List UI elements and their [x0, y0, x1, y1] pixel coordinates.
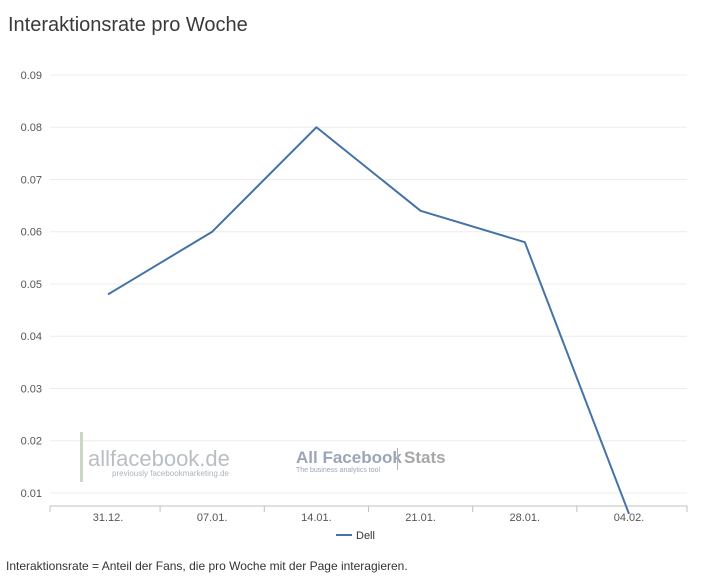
- x-tick-label: 21.01.: [405, 512, 436, 524]
- series-layer: [105, 124, 632, 517]
- y-tick-label: 0.03: [21, 383, 42, 395]
- chart-title: Interaktionsrate pro Woche: [8, 14, 248, 36]
- watermark-right-sub: The business analytics tool: [296, 467, 380, 474]
- watermark-right-main: All Facebook: [296, 448, 402, 467]
- watermark: allfacebook.de previously facebookmarket…: [80, 432, 446, 482]
- watermark-right-stats: Stats: [404, 448, 446, 467]
- watermark-left-main: allfacebook.de: [88, 446, 230, 471]
- y-tick-label: 0.01: [21, 488, 42, 500]
- data-point[interactable]: [105, 291, 111, 297]
- x-tick-label: 31.12.: [93, 512, 124, 524]
- footnote: Interaktionsrate = Anteil der Fans, die …: [6, 559, 408, 573]
- y-tick-label: 0.02: [21, 436, 42, 448]
- y-tick-label: 0.06: [21, 227, 42, 239]
- x-tick-label: 04.02.: [614, 512, 645, 524]
- series-line-dell[interactable]: [107, 126, 630, 515]
- axis-layer: 0.01 0.02 0.03 0.04 0.05 0.06 0.07 0.08 0.09 31.1…: [21, 70, 688, 524]
- y-tick-label: 0.09: [21, 70, 42, 82]
- y-tick-label: 0.07: [21, 174, 42, 186]
- watermark-left-sub: previously facebookmarketing.de: [112, 469, 230, 478]
- data-point[interactable]: [418, 208, 424, 214]
- watermark-divider: [397, 448, 398, 470]
- legend[interactable]: Dell: [336, 530, 375, 542]
- y-tick-label: 0.04: [21, 331, 42, 343]
- data-point[interactable]: [313, 124, 319, 130]
- legend-label: Dell: [356, 530, 375, 542]
- y-tick-label: 0.05: [21, 279, 42, 291]
- grid-layer: [50, 74, 687, 494]
- watermark-bar: [80, 432, 83, 482]
- x-tick-label: 07.01.: [197, 512, 228, 524]
- line-chart: allfacebook.de previously facebookmarket…: [21, 70, 688, 542]
- x-tick-label: 28.01.: [510, 512, 541, 524]
- y-tick-label: 0.08: [21, 122, 42, 134]
- data-point[interactable]: [626, 511, 632, 517]
- data-point[interactable]: [209, 229, 215, 235]
- x-tick-label: 14.01.: [301, 512, 332, 524]
- data-point[interactable]: [522, 239, 528, 245]
